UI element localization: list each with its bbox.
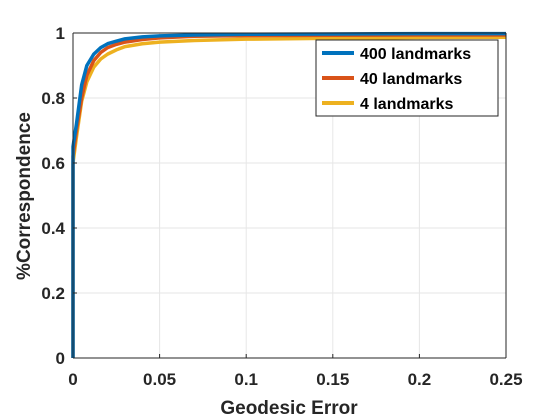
y-tick-label: 0.6 [41,154,65,173]
axes [72,32,507,359]
y-tick-label: 0.2 [41,284,65,303]
x-tick-label: 0 [68,370,77,389]
series-lines [71,31,507,358]
legend-label-1: 400 landmarks [360,46,471,63]
series-line-1 [71,31,506,358]
x-tick-label: 0.05 [143,370,176,389]
y-tick-label: 1 [56,24,65,43]
y-tick-label: 0 [56,349,65,368]
x-axis-label: Geodesic Error [220,398,358,419]
x-tick-label: 0.25 [489,370,522,389]
legend-label-2: 40 landmarks [360,71,462,88]
x-tick-label: 0.2 [408,370,432,389]
x-tick-labels: 0 0.05 0.1 0.15 0.2 0.25 [68,370,522,389]
y-tick-label: 0.8 [41,89,65,108]
legend-label-3: 4 landmarks [360,96,453,113]
x-tick-label: 0.1 [234,370,258,389]
y-axis-label: %Correspondence [14,112,35,280]
y-tick-label: 0.4 [41,219,65,238]
x-tick-label: 0.15 [316,370,349,389]
y-tick-labels: 0 0.2 0.4 0.6 0.8 1 [41,24,65,368]
legend: 400 landmarks 40 landmarks 4 landmarks [315,39,499,117]
